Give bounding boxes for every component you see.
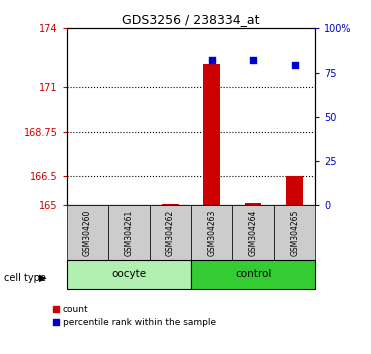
Point — [292, 63, 298, 68]
Text: GSM304262: GSM304262 — [166, 210, 175, 256]
Text: GSM304265: GSM304265 — [290, 210, 299, 256]
Bar — [233, 205, 274, 260]
Point — [250, 57, 256, 63]
Text: oocyte: oocyte — [111, 269, 147, 279]
Text: ▶: ▶ — [39, 273, 46, 283]
Bar — [67, 205, 108, 260]
Bar — [162, 204, 179, 205]
Bar — [108, 205, 150, 260]
Text: cell type: cell type — [4, 273, 46, 283]
Bar — [203, 64, 220, 205]
Text: GSM304264: GSM304264 — [249, 210, 258, 256]
Title: GDS3256 / 238334_at: GDS3256 / 238334_at — [122, 13, 260, 26]
Text: GSM304260: GSM304260 — [83, 210, 92, 256]
Bar — [191, 260, 315, 289]
Point — [209, 57, 215, 63]
Bar — [150, 205, 191, 260]
Bar — [67, 260, 191, 289]
Bar — [286, 176, 303, 205]
Bar — [245, 203, 262, 205]
Text: GSM304263: GSM304263 — [207, 210, 216, 256]
Bar — [191, 205, 233, 260]
Bar — [274, 205, 315, 260]
Text: control: control — [235, 269, 272, 279]
Legend: count, percentile rank within the sample: count, percentile rank within the sample — [53, 306, 216, 327]
Text: GSM304261: GSM304261 — [124, 210, 134, 256]
